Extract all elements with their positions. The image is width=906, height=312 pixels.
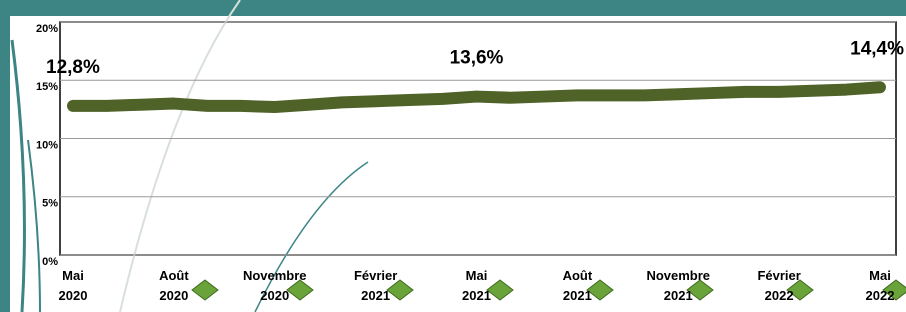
- x-tick-label: Août 2020: [159, 266, 189, 306]
- x-tick-label: Mai 2022: [866, 266, 895, 306]
- left-band: [0, 0, 10, 312]
- y-tick-label: 10%: [36, 139, 58, 151]
- y-tick-label: 15%: [36, 81, 58, 93]
- x-tick-label: Février 2022: [757, 266, 800, 306]
- decor-curve: [28, 140, 40, 312]
- x-tick-label: Novembre 2021: [646, 266, 710, 306]
- y-tick-label: 5%: [42, 198, 58, 210]
- x-tick-label: Novembre 2020: [243, 266, 307, 306]
- y-tick-label: 0%: [42, 256, 58, 268]
- data-label: 14,4%: [850, 38, 904, 59]
- x-tick-label: Août 2021: [563, 266, 593, 306]
- decor-curve: [12, 40, 24, 312]
- y-tick-label: 20%: [36, 23, 58, 35]
- x-tick-label: Février 2021: [354, 266, 397, 306]
- x-tick-label: Mai 2020: [59, 266, 88, 306]
- data-label: 13,6%: [450, 48, 504, 69]
- page: 0% 5% 10% 15% 20% 12,8% 13,6% 14,4% Mai 2020 Aoû…: [0, 0, 906, 312]
- x-tick-label: Mai 2021: [462, 266, 491, 306]
- data-label: 12,8%: [46, 57, 100, 78]
- top-band: [0, 0, 906, 16]
